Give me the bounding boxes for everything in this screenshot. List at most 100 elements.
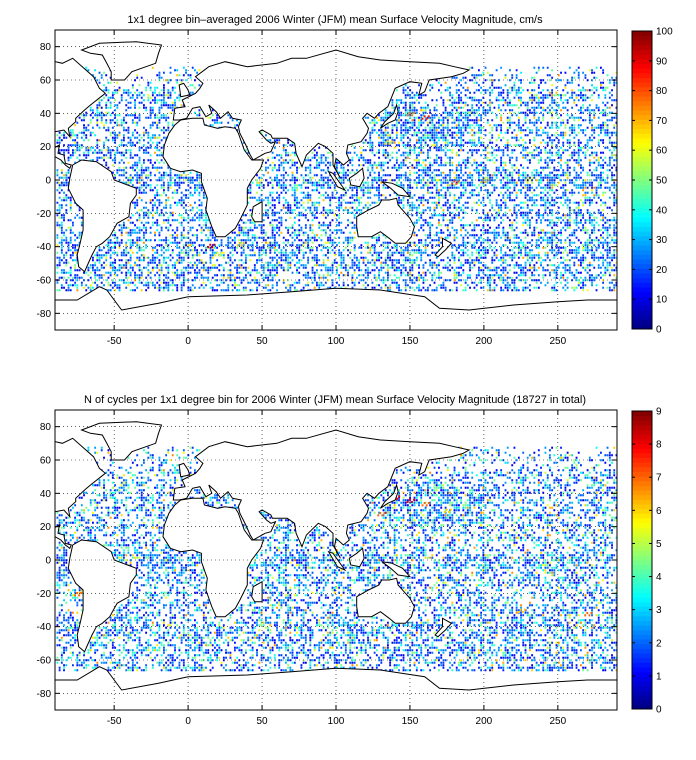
data-bin [316,211,318,214]
data-bin [189,186,192,189]
data-bin [420,141,423,144]
data-bin [551,99,554,102]
data-bin [611,151,613,154]
data-bin [526,181,529,184]
data-bin [202,196,205,199]
data-bin [251,219,254,222]
data-bin [67,176,70,179]
data-bin [453,199,456,202]
data-bin [502,226,505,229]
data-bin [429,226,432,229]
data-bin [453,179,456,182]
data-bin [537,171,540,174]
data-bin [560,114,562,117]
data-bin [167,116,170,119]
data-bin [371,186,374,189]
data-bin [338,171,341,174]
data-bin [240,229,243,232]
data-bin [571,124,574,127]
data-bin [338,161,341,164]
data-bin [433,184,436,187]
data-bin [533,96,536,99]
data-bin [240,219,243,222]
data-bin [504,186,507,189]
data-bin [256,181,258,184]
data-bin [524,194,527,197]
data-bin [546,121,549,124]
data-bin [533,111,536,114]
data-bin [462,184,465,187]
data-bin [147,184,150,187]
data-bin [424,116,427,119]
data-bin [537,184,540,187]
data-bin [402,124,405,127]
data-bin [549,139,551,142]
data-bin [586,109,589,112]
data-bin [249,186,252,189]
data-bin [322,154,325,157]
data-bin [449,204,451,207]
data-bin [307,179,310,182]
data-bin [402,154,405,157]
data-bin [540,126,542,129]
data-bin [151,189,154,192]
data-bin [575,171,578,174]
data-bin [373,164,376,167]
data-bin [533,116,536,119]
data-bin [143,159,145,162]
data-bin [502,196,505,199]
data-bin [533,106,536,109]
data-bin [156,189,159,192]
data-bin [588,119,591,122]
data-bin [535,121,538,124]
data-bin [531,181,534,184]
data-bin [555,174,558,177]
data-bin [138,114,141,117]
data-bin [533,156,536,159]
data-bin [489,74,491,77]
data-bin [480,164,483,167]
data-bin [304,209,307,212]
data-bin [198,219,201,222]
data-bin [515,134,518,137]
data-bin [282,184,285,187]
data-bin [602,121,605,124]
data-bin [540,151,542,154]
data-bin [435,146,438,149]
data-bin [129,144,132,147]
data-bin [506,91,509,94]
data-bin [464,126,467,129]
data-bin [291,171,294,174]
data-bin [136,116,139,119]
data-bin [564,199,567,202]
data-bin [293,189,296,192]
data-bin [373,176,376,179]
data-bin [615,189,618,192]
data-bin [149,136,152,139]
data-bin [411,111,414,114]
data-bin [360,189,363,192]
data-bin [582,214,585,217]
data-bin [289,184,292,187]
data-bin [293,151,296,154]
data-bin [418,196,420,199]
data-bin [435,121,438,124]
data-bin [282,204,285,207]
data-bin [435,129,438,132]
data-bin [460,149,463,152]
data-bin [380,141,383,144]
data-bin [515,184,518,187]
data-bin [513,204,516,207]
data-bin [382,141,385,144]
data-bin [143,131,145,134]
data-bin [415,199,418,202]
data-bin [285,144,287,147]
data-bin [200,201,203,204]
data-bin [613,141,616,144]
data-bin [504,84,507,87]
data-bin [517,111,520,114]
data-bin [96,104,99,107]
data-bin [63,216,65,219]
data-bin [427,181,429,184]
data-bin [591,89,593,92]
